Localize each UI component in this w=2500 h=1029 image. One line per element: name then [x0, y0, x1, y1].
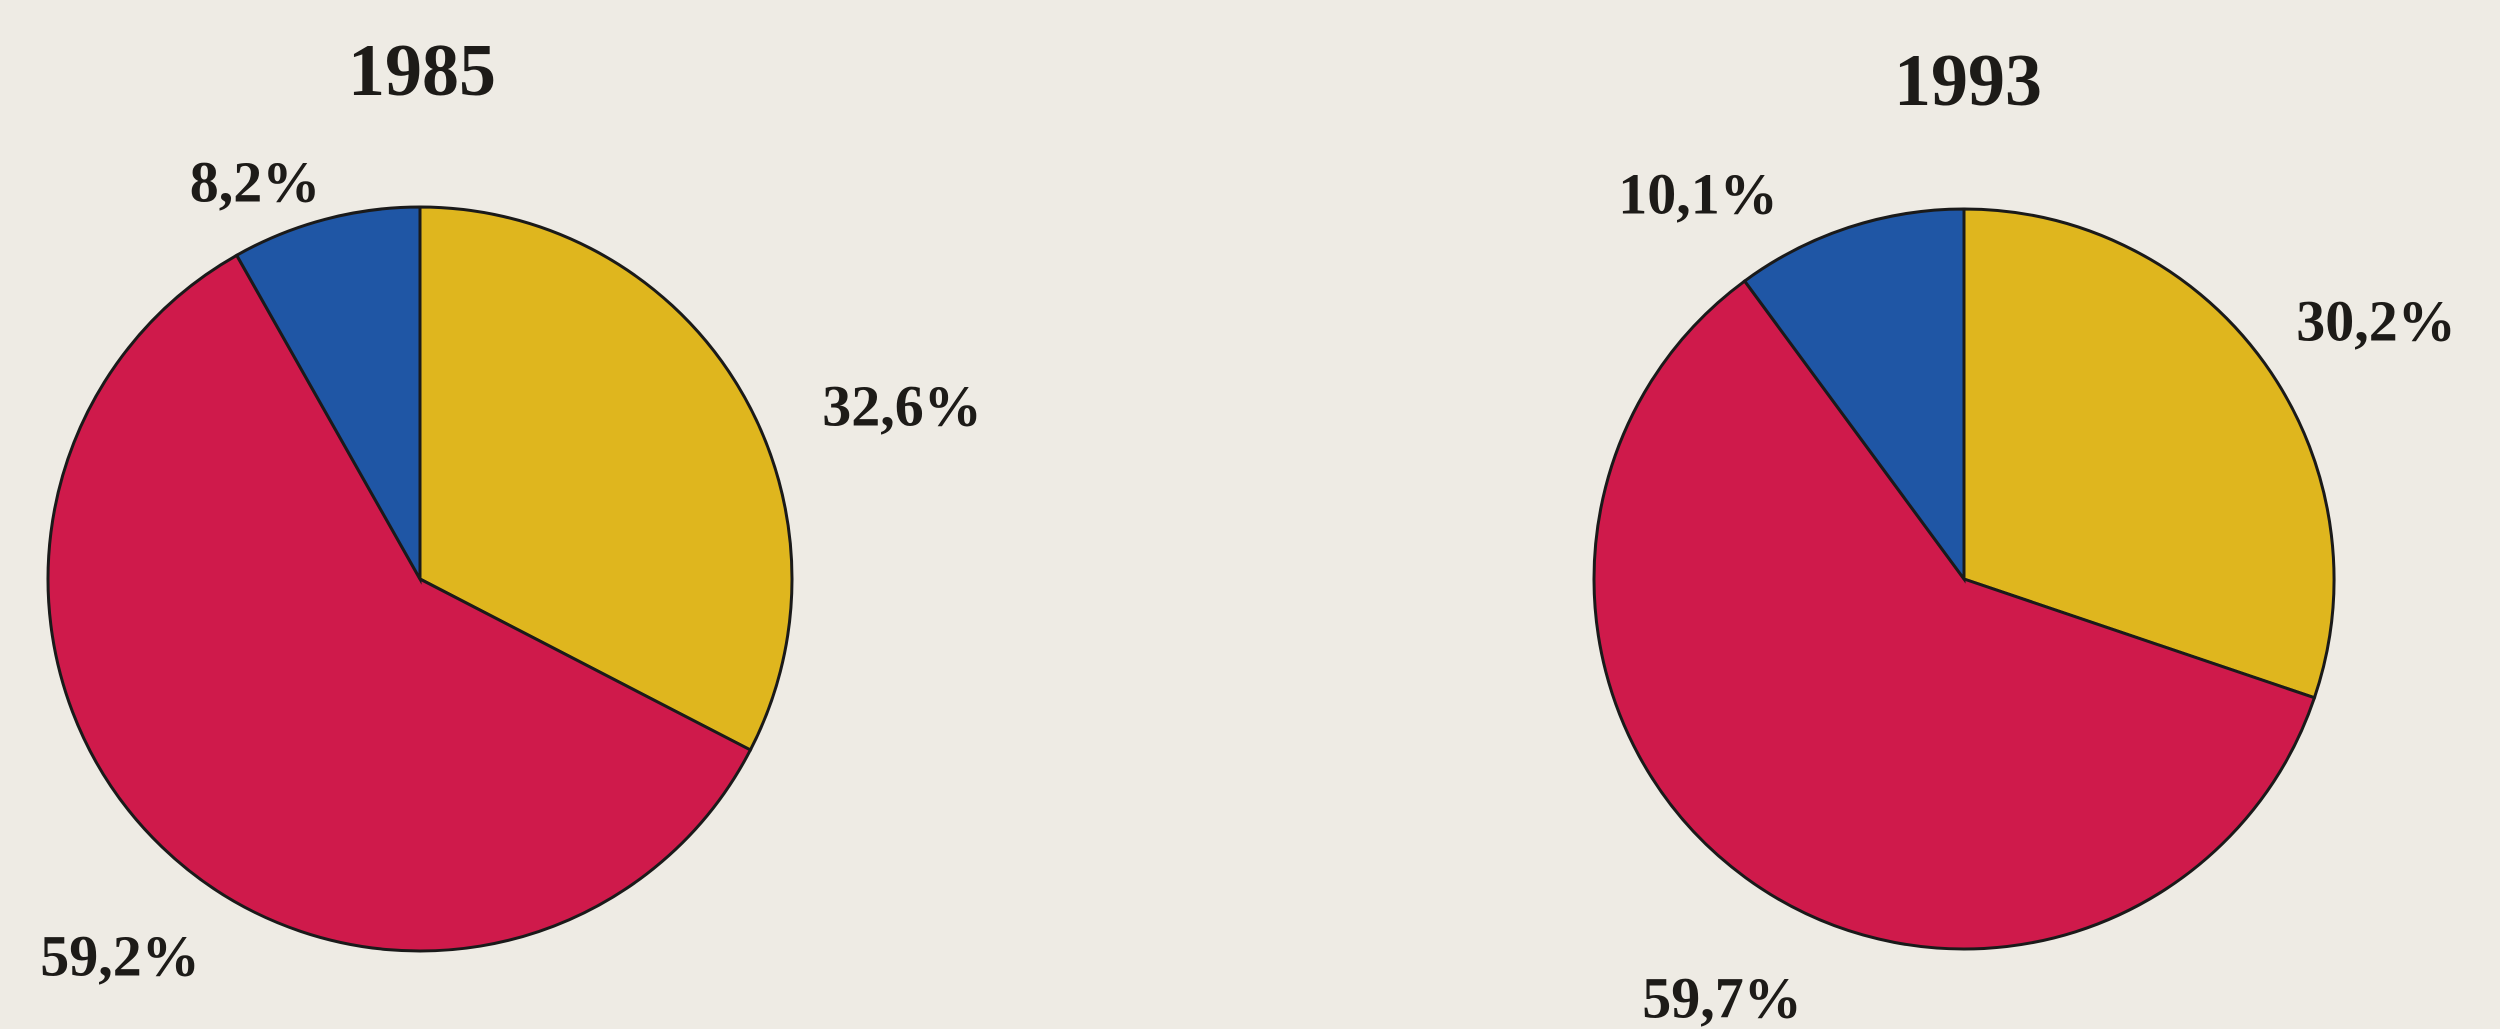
pie-slice	[1592, 278, 2317, 951]
chart-title: 1985	[348, 30, 496, 112]
data-label: 59,7%	[1642, 965, 1802, 1029]
data-label: 30,2%	[2296, 288, 2456, 353]
data-label: 59,2%	[40, 923, 200, 988]
chart-title: 1993	[1894, 40, 2042, 122]
data-label: 10,1%	[1618, 161, 1778, 226]
pie-slice	[1962, 207, 2336, 700]
data-label: 32,6%	[822, 373, 982, 438]
data-label: 8,2%	[190, 149, 321, 214]
pie-slice	[46, 253, 753, 953]
pie-slice	[418, 205, 794, 752]
pie-slice	[1742, 207, 1966, 584]
pie-slice	[234, 205, 422, 585]
